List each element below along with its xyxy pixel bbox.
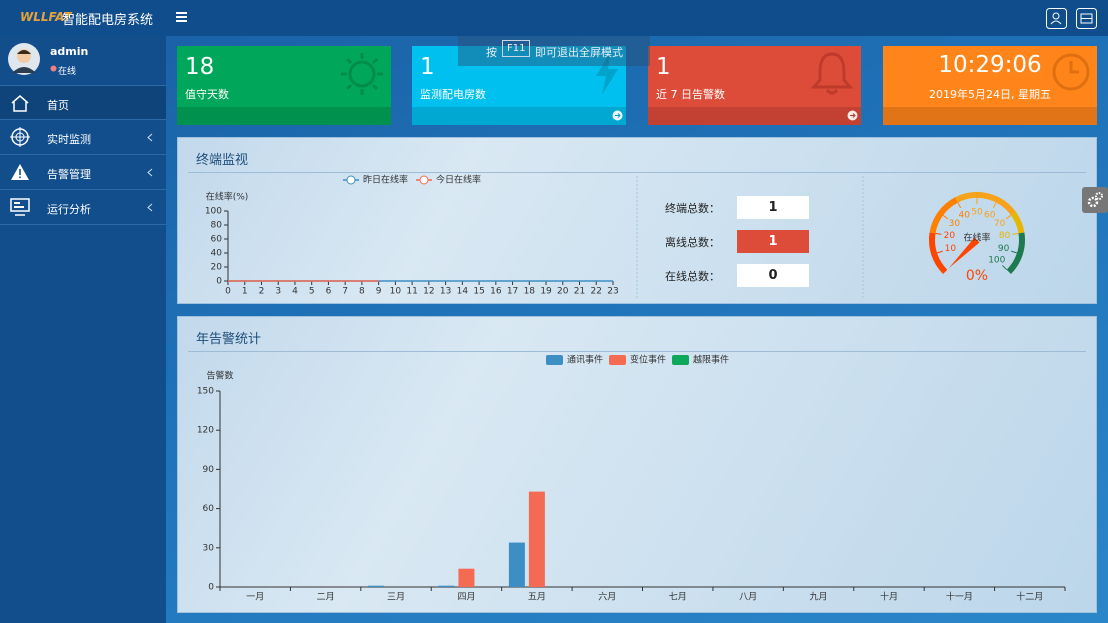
expand-arrow [147,168,153,177]
user-button[interactable] [1046,8,1068,30]
logo: WLLFAT [20,10,72,24]
settings-button[interactable] [1082,187,1108,213]
menu-label: 运行分析 [47,203,91,216]
menu-item[interactable]: 首页 [0,85,166,120]
stat-card: 1 近 7 日告警数 [648,46,861,125]
analysis-icon [10,198,30,216]
hint-suffix: 即可退出全屏模式 [535,46,623,59]
monitor-icon [10,127,30,147]
panel-divider [188,351,1086,352]
more-icon[interactable] [847,110,858,121]
panel-title: 年告警统计 [196,332,262,347]
user-status: 在线 [58,67,77,77]
more-icon[interactable] [612,110,623,121]
stat-card: 18 值守天数 [177,46,391,125]
card-label: 近 7 日告警数 [656,88,725,101]
hint-key: F11 [502,40,531,57]
stat-label: 终端总数： [665,202,720,215]
expand-arrow [147,203,153,212]
card-value: 18 [185,54,215,80]
card-value: 1 [420,54,435,80]
clock-date: 2019年5月24日, 星期五 [929,88,1051,101]
stat-label: 离线总数： [665,236,720,249]
clock-icon [1052,53,1090,91]
menu-item[interactable]: 告警管理 [0,155,166,190]
clock-card: 10:29:06 2019年5月24日, 星期五 [883,46,1097,125]
card-footer[interactable] [412,107,626,125]
stat-card: 1 监测配电房数 [412,46,626,125]
expand-arrow [147,133,153,142]
alarm-panel: 年告警统计 [177,316,1097,613]
stat-value: 1 [737,196,809,219]
card-footer [177,107,391,125]
fullscreen-hint: 按 F11 即可退出全屏模式 [458,36,650,66]
avatar [8,43,40,75]
stat-label: 在线总数： [665,270,720,283]
bell-icon [810,52,854,95]
logout-button[interactable] [1076,8,1098,30]
card-label: 值守天数 [185,88,229,101]
user-name: admin [50,45,89,58]
card-footer[interactable] [648,107,861,125]
status-dot [50,65,57,72]
stat-value: 1 [737,230,809,253]
panel-title: 终端监视 [196,153,249,168]
home-icon [11,95,29,112]
app-title: 智能配电房系统 [62,13,154,28]
menu-item[interactable]: 运行分析 [0,190,166,225]
alarm-icon [11,164,29,180]
menu-label: 实时监测 [47,133,91,146]
card-label: 监测配电房数 [420,88,486,101]
bolt-icon [596,53,618,95]
hint-prefix: 按 [486,46,497,59]
menu-toggle[interactable] [176,12,188,23]
clock-time: 10:29:06 [938,52,1042,78]
sun-icon [341,53,383,95]
menu-item[interactable]: 实时监测 [0,120,166,155]
card-footer [883,107,1097,125]
menu-label: 告警管理 [47,168,91,181]
card-value: 1 [656,54,671,80]
menu-label: 首页 [47,99,69,112]
panel-divider [188,172,1086,173]
top-bar: WLLFAT 智能配电房系统 [0,0,1108,36]
stat-value: 0 [737,264,809,287]
terminal-panel: 终端监视 [177,137,1097,304]
